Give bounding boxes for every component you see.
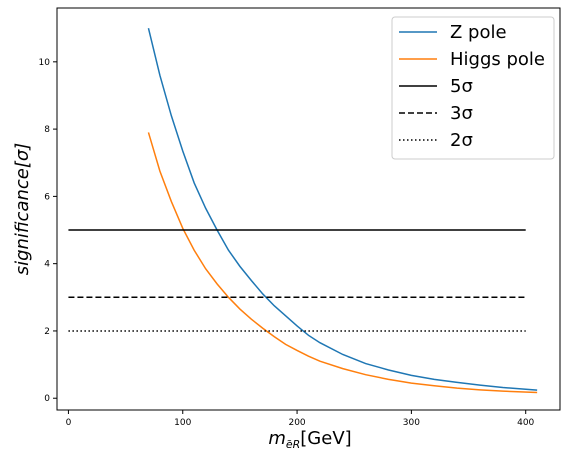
y-tick-label-3: 6 — [44, 192, 50, 202]
legend-label-2: 5σ — [450, 76, 473, 97]
legend-label-0: Z pole — [450, 22, 507, 43]
legend-box — [391, 16, 555, 160]
y-tick-label-4: 8 — [44, 125, 50, 135]
x-tick-label-4: 400 — [517, 418, 534, 428]
x-tick-label-1: 100 — [174, 418, 191, 428]
legend-label-4: 2σ — [450, 130, 473, 151]
x-axis-label: mẽR[GeV] — [268, 428, 351, 449]
series-line-1 — [147, 132, 538, 394]
y-tick-label-1: 2 — [44, 327, 50, 337]
x-axis-label-base: m — [268, 428, 286, 449]
series-line-0 — [147, 28, 538, 391]
legend-items: Z pole Higgs pole 5σ 3σ 2σ — [399, 22, 545, 151]
y-tick-label-2: 4 — [44, 260, 50, 270]
x-tick-label-2: 200 — [288, 418, 305, 428]
y-tick-label-0: 0 — [44, 394, 50, 404]
legend: Z pole Higgs pole 5σ 3σ 2σ — [391, 16, 555, 160]
x-axis-label-subscript: ẽR — [286, 438, 300, 449]
legend-label-3: 3σ — [450, 103, 473, 124]
ticks-layer: 0 100 200 300 400 0 2 4 6 8 10 — [39, 58, 535, 428]
x-tick-label-0: 0 — [66, 418, 72, 428]
series-layer — [68, 28, 538, 394]
x-axis-label-unit: [GeV] — [300, 428, 351, 449]
y-tick-label-5: 10 — [39, 58, 51, 68]
y-axis-label: significance[σ] — [12, 143, 33, 276]
legend-label-1: Higgs pole — [450, 49, 545, 70]
x-tick-label-3: 300 — [403, 418, 420, 428]
